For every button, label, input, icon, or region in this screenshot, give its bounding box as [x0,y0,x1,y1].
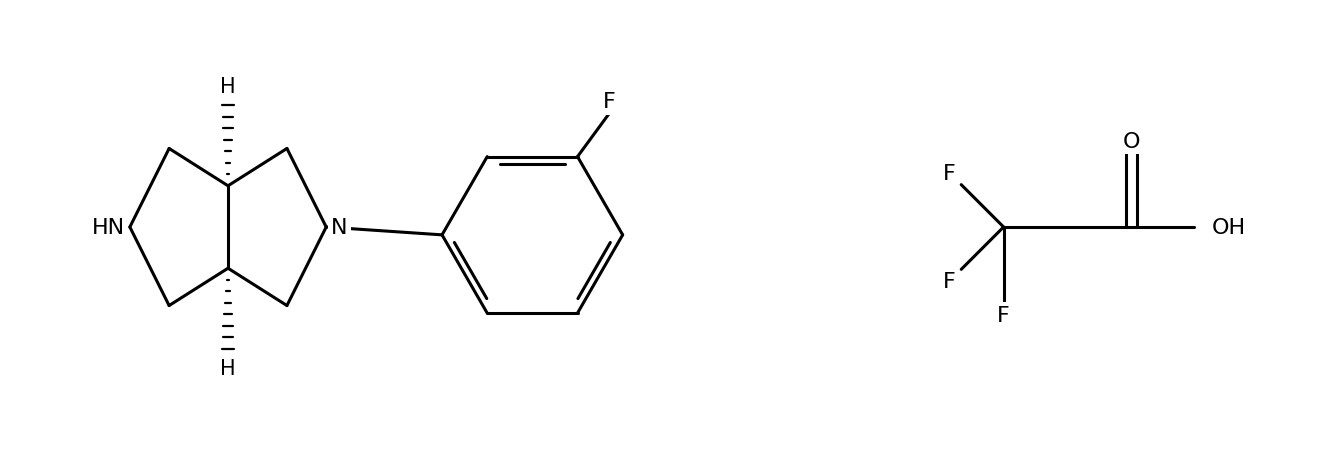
Text: H: H [220,76,236,96]
Text: O: O [1123,131,1140,151]
Text: OH: OH [1211,217,1246,238]
Text: F: F [944,163,956,183]
Text: F: F [944,272,956,292]
Text: HN: HN [92,217,125,238]
Text: H: H [220,359,236,379]
Text: F: F [604,92,616,112]
Text: N: N [331,217,348,238]
Text: F: F [998,306,1010,326]
